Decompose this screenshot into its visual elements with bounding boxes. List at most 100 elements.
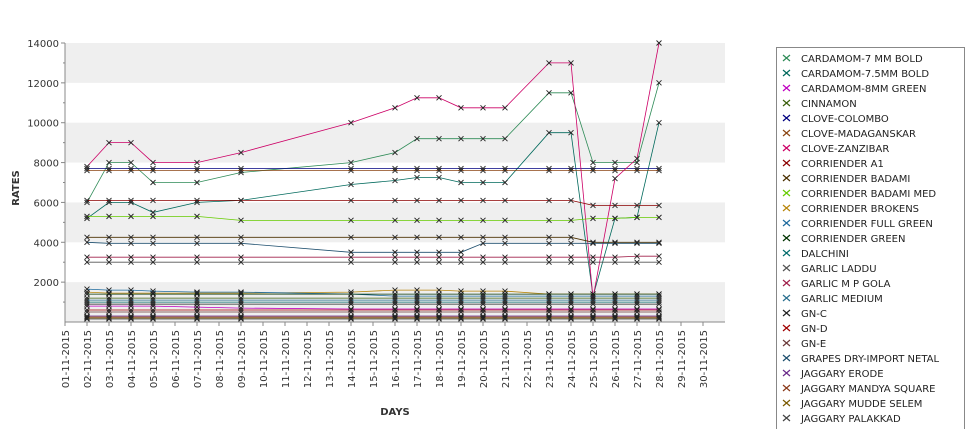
legend-marker (782, 249, 791, 257)
data-point (128, 197, 134, 204)
data-point (590, 297, 596, 303)
data-point (458, 254, 464, 261)
data-point (128, 316, 134, 322)
data-point (392, 234, 398, 241)
y-tick-label: 10000 (27, 119, 59, 130)
grid-band (65, 202, 725, 243)
data-point (634, 315, 640, 321)
legend-label: CINNAMON (801, 99, 857, 110)
legend-marker (782, 99, 791, 107)
data-point (150, 254, 156, 261)
data-point (656, 309, 662, 315)
data-point (348, 119, 354, 126)
data-point (634, 316, 640, 322)
data-point (546, 90, 552, 96)
legend-label: GN-C (801, 309, 827, 320)
data-point (436, 234, 442, 241)
data-point (84, 301, 90, 307)
legend-marker (782, 279, 791, 287)
data-point (128, 291, 134, 297)
data-point (480, 254, 486, 261)
grid-band (65, 43, 725, 83)
legend-item: CORRIENDER FULL GREEN (782, 219, 933, 230)
data-point (150, 234, 156, 241)
x-tick-label: 25-11-2015 (589, 330, 600, 388)
data-point (546, 217, 552, 224)
data-point (480, 297, 486, 303)
data-point (150, 209, 156, 216)
data-point (612, 167, 618, 174)
data-point (612, 309, 618, 315)
data-point (612, 215, 618, 222)
data-point (612, 239, 618, 246)
data-point (590, 240, 596, 247)
x-tick-label: 13-11-2015 (325, 330, 336, 388)
data-point (480, 315, 486, 321)
x-tick-label: 10-11-2015 (259, 330, 270, 388)
data-point (194, 315, 200, 321)
series-line (84, 259, 662, 266)
legend-marker (782, 294, 791, 302)
legend-label: CLOVE-COLOMBO (801, 114, 889, 125)
data-point (568, 316, 574, 322)
data-point (656, 291, 662, 297)
data-point (106, 297, 112, 303)
data-point (106, 139, 112, 146)
legend-marker (782, 399, 791, 407)
data-point (150, 291, 156, 297)
data-point (656, 167, 662, 174)
data-point (348, 254, 354, 261)
data-point (436, 315, 442, 321)
legend-item: CARDAMOM-7.5MM BOLD (782, 69, 929, 80)
data-point (612, 315, 618, 321)
data-point (546, 129, 552, 136)
data-point (590, 316, 596, 322)
data-point (128, 297, 134, 303)
legend-marker (782, 264, 791, 272)
data-point (590, 301, 596, 307)
data-point (436, 174, 442, 181)
legend-item: GARLIC M P GOLA (782, 279, 891, 290)
data-point (128, 240, 134, 247)
data-point (634, 239, 640, 246)
data-point (458, 315, 464, 321)
data-point (612, 297, 618, 303)
data-point (612, 175, 618, 182)
data-point (656, 119, 662, 126)
data-point (436, 301, 442, 307)
data-point (84, 309, 90, 315)
data-point (568, 217, 574, 224)
data-point (128, 213, 134, 220)
data-point (502, 104, 508, 111)
series-line (84, 253, 662, 261)
data-point (502, 167, 508, 174)
data-point (392, 104, 398, 111)
data-point (436, 254, 442, 261)
data-point (150, 301, 156, 307)
data-point (238, 234, 244, 241)
data-point (612, 259, 618, 266)
data-point (436, 167, 442, 174)
legend-marker (782, 114, 791, 122)
data-point (106, 254, 112, 261)
legend-item: JAGGARY PALAKKAD (782, 414, 901, 425)
data-point (392, 217, 398, 224)
legend-item: CLOVE-COLOMBO (782, 114, 889, 125)
legend-item: GARLIC MEDIUM (782, 294, 883, 305)
data-point (458, 234, 464, 241)
data-point (106, 315, 112, 321)
x-tick-label: 24-11-2015 (567, 330, 578, 388)
data-point (414, 217, 420, 224)
data-point (568, 240, 574, 247)
data-point (480, 316, 486, 322)
data-point (634, 167, 640, 174)
data-point (436, 316, 442, 322)
data-point (238, 309, 244, 315)
data-point (656, 80, 662, 86)
legend-marker (782, 339, 791, 347)
data-point (458, 135, 464, 142)
data-point (84, 291, 90, 297)
legend-marker (782, 219, 791, 227)
data-point (106, 197, 112, 204)
x-tick-label: 20-11-2015 (479, 330, 490, 388)
